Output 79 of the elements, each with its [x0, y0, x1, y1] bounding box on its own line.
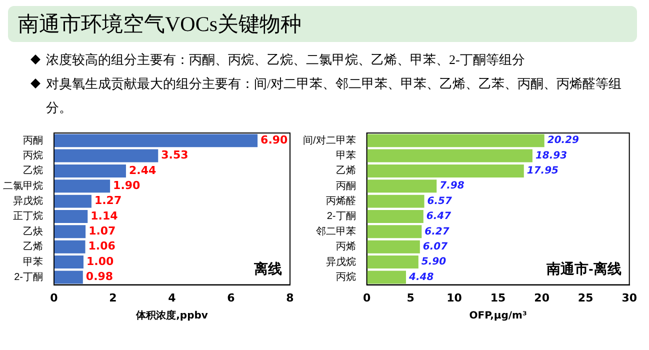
y-tick-label: 丙烯 — [336, 240, 356, 253]
y-tick-label: 甲苯 — [23, 256, 43, 268]
y-tick-label: 丙烷 — [336, 270, 356, 283]
y-tick-label: 异戊烷 — [326, 256, 356, 268]
text: 南通市环境空气VOCs关键物种 — [8, 6, 637, 42]
y-tick-label: 二氯甲烷 — [3, 180, 43, 192]
data-label: 20.29 — [547, 135, 580, 146]
bar — [366, 164, 524, 178]
y-tick-label: 间/对二甲苯 — [302, 134, 356, 146]
bar — [366, 180, 437, 193]
bar — [54, 210, 88, 223]
y-tick-label: 异戊烷 — [13, 195, 43, 208]
bar — [54, 134, 258, 148]
x-tick-label: 2 — [109, 291, 117, 304]
text: 对臭氧生成贡献最大的组分主要有：间/对二甲苯、邻二甲苯、甲苯、乙烯、乙苯、丙酮、丙烯醛等组分。 — [46, 75, 623, 117]
y-tick-label: 2-丁酮 — [326, 211, 356, 222]
x-tick-label: 10 — [446, 291, 462, 304]
bar — [54, 180, 110, 193]
x-tick-label: 20 — [534, 291, 550, 304]
data-label: 18.93 — [535, 150, 568, 162]
x-axis-title: OFP,μg/m³ — [469, 310, 527, 322]
data-label: 6.57 — [427, 196, 452, 207]
y-tick-label: 甲苯 — [336, 150, 356, 162]
y-tick-label: 乙烯 — [23, 240, 43, 253]
bar — [54, 225, 86, 238]
x-tick-label: 8 — [286, 291, 294, 304]
bar — [54, 270, 83, 284]
x-tick-label: 15 — [490, 291, 506, 304]
x-tick-label: 30 — [622, 291, 638, 304]
bar — [366, 149, 532, 162]
annotation: 南通市-离线 — [546, 260, 622, 277]
x-tick-label: 25 — [578, 291, 594, 304]
annotation: 离线 — [253, 260, 282, 277]
data-label: 6.27 — [424, 226, 450, 238]
y-tick-label: 丙烯醛 — [326, 195, 356, 208]
data-label: 17.95 — [526, 166, 559, 177]
bar — [366, 134, 544, 148]
bar — [366, 256, 418, 269]
data-label: 1.07 — [88, 224, 116, 238]
data-label: 2.44 — [128, 164, 156, 177]
data-label: 6.90 — [260, 133, 288, 146]
y-tick-label: 丙酮 — [23, 135, 43, 146]
bar — [366, 210, 424, 223]
y-tick-label: 邻二甲苯 — [316, 225, 356, 238]
x-axis-title: 体积浓度,ppbv — [135, 310, 208, 322]
data-label: 0.98 — [86, 270, 114, 284]
x-tick-label: 4 — [168, 291, 176, 304]
y-tick-label: 乙烷 — [23, 164, 43, 177]
data-label: 4.48 — [408, 272, 434, 283]
bar — [54, 240, 86, 254]
x-tick-label: 5 — [406, 291, 414, 304]
data-label: 7.98 — [440, 180, 464, 192]
data-label: 6.07 — [422, 241, 448, 252]
text: 浓度较高的组分主要有：丙酮、丙烷、乙烷、二氯甲烷、乙烯、甲苯、2-丁酮等组分 — [46, 51, 525, 69]
data-label: 1.90 — [113, 178, 141, 192]
data-label: 5.90 — [421, 256, 446, 268]
data-label: 1.06 — [88, 240, 116, 253]
x-tick-label: 0 — [50, 291, 58, 304]
data-label: 1.27 — [94, 194, 122, 208]
bar — [366, 194, 424, 208]
data-label: 3.53 — [161, 148, 188, 162]
y-tick-label: 乙炔 — [23, 225, 43, 238]
bar — [54, 149, 158, 162]
y-tick-label: 丙酮 — [336, 180, 356, 192]
x-tick-label: 6 — [227, 291, 236, 304]
bar — [54, 194, 92, 208]
y-tick-label: 丙烷 — [23, 150, 43, 162]
x-tick-label: 0 — [362, 291, 371, 304]
bar — [366, 240, 420, 254]
y-tick-label: 2-丁酮 — [14, 272, 43, 283]
bar — [366, 225, 422, 238]
bar — [54, 164, 126, 178]
data-label: 1.14 — [90, 209, 118, 222]
data-label: 1.00 — [86, 254, 114, 268]
bar — [54, 256, 84, 269]
data-label: 6.47 — [426, 211, 452, 222]
y-tick-label: 正丁烷 — [13, 210, 43, 222]
bar — [366, 270, 406, 284]
y-tick-label: 乙烯 — [336, 164, 356, 177]
